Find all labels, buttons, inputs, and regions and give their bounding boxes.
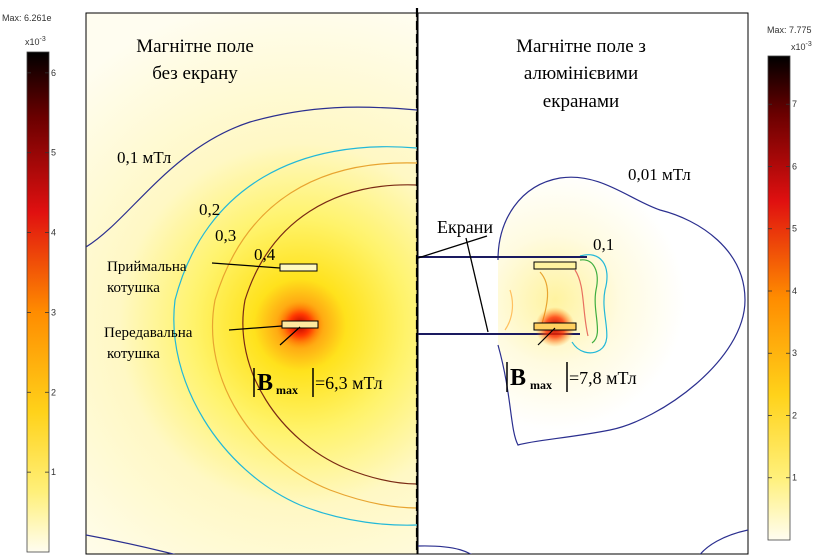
left-contour-label-0-3: 0,3 <box>215 226 236 245</box>
svg-text:=6,3 мТл: =6,3 мТл <box>315 373 383 393</box>
right-contour-0-01 <box>497 176 746 446</box>
right-title-line2: алюмінієвими <box>524 63 638 84</box>
right-colorbar: Max: 7.775 x10-3 7 6 5 4 3 2 1 <box>767 25 812 541</box>
receiving-coil-right <box>533 261 577 270</box>
left-contour-0-3 <box>211 162 417 509</box>
transmitting-coil-label-line2: котушка <box>107 346 160 362</box>
svg-text:B: B <box>257 370 273 396</box>
colorbar-tick-label: 4 <box>792 286 797 296</box>
left-colorbar-max-label: Max: 6.261e <box>2 13 52 23</box>
receiving-coil-label-line1: Приймальна <box>107 259 187 275</box>
right-panel-aluminium-screens: Магнітне поле з алюмінієвими екранами 0,… <box>417 12 749 555</box>
colorbar-tick-label: 7 <box>792 99 797 109</box>
receiving-coil-left <box>279 263 318 272</box>
right-contour-green <box>579 259 599 344</box>
transmitting-coil-right <box>533 322 577 331</box>
left-colorbar-gradient <box>26 51 50 553</box>
colorbar-tick-label: 6 <box>51 68 56 78</box>
right-colorbar-exponent: x10-3 <box>791 41 812 52</box>
right-contour-label-0-01: 0,01 мТл <box>628 165 691 184</box>
svg-text:B: B <box>510 365 526 391</box>
left-bmax-label: B max =6,3 мТл <box>253 368 383 397</box>
left-title-line2: без екрану <box>152 63 238 84</box>
colorbar-tick-label: 2 <box>51 387 56 397</box>
right-contour-bottom-right <box>699 529 748 554</box>
right-contour-orange-inner <box>504 289 514 331</box>
receiving-coil-leader <box>211 262 281 269</box>
colorbar-tick-label: 1 <box>51 467 56 477</box>
colorbar-tick-label: 4 <box>51 228 56 238</box>
right-contour-label-0-1: 0,1 <box>593 235 614 254</box>
transmitting-coil-leader <box>228 325 283 331</box>
left-contour-0-2 <box>173 146 417 526</box>
left-contour-label-0-1: 0,1 мТл <box>117 148 172 167</box>
colorbar-tick-label: 6 <box>792 161 797 171</box>
left-contour-0-4 <box>242 184 417 485</box>
right-contour-0-1 <box>571 254 608 354</box>
left-title-line1: Магнітне поле <box>136 36 254 57</box>
right-colorbar-gradient <box>767 55 791 541</box>
right-colorbar-ticks: 7 6 5 4 3 2 1 <box>768 99 797 483</box>
left-contour-label-0-4: 0,4 <box>254 245 276 264</box>
right-bmax-label: B max =7,8 мТл <box>506 362 637 392</box>
bmax-leader-right <box>537 327 556 346</box>
left-contour-label-0-2: 0,2 <box>199 200 220 219</box>
right-colorbar-max-label: Max: 7.775 <box>767 25 812 35</box>
colorbar-tick-label: 1 <box>792 473 797 483</box>
screens-label: Екрани <box>437 217 493 237</box>
svg-text:max: max <box>530 378 552 392</box>
svg-text:max: max <box>276 383 298 397</box>
left-colorbar: Max: 6.261e x10-3 6 5 4 3 2 1 <box>2 13 56 553</box>
screens-leader-lower <box>465 237 489 333</box>
transmitting-coil-left <box>281 320 319 329</box>
colorbar-tick-label: 2 <box>792 410 797 420</box>
left-colorbar-exponent: x10-3 <box>25 36 46 47</box>
bmax-leader-left <box>279 326 301 346</box>
transmitting-coil-label-line1: Передавальна <box>104 325 193 341</box>
colorbar-tick-label: 3 <box>792 348 797 358</box>
left-contour-bottom <box>86 534 176 554</box>
svg-text:=7,8 мТл: =7,8 мТл <box>569 368 637 388</box>
right-contour-bottom-left <box>418 545 472 554</box>
right-title-line3: екранами <box>543 91 619 112</box>
right-contour-red <box>574 269 589 337</box>
screens-leader-upper <box>417 235 488 259</box>
receiving-coil-label-line2: котушка <box>107 280 160 296</box>
left-contour-0-1 <box>86 106 417 248</box>
colorbar-tick-label: 3 <box>51 307 56 317</box>
right-title-line1: Магнітне поле з <box>516 36 646 57</box>
left-colorbar-ticks: 6 5 4 3 2 1 <box>27 68 56 477</box>
colorbar-tick-label: 5 <box>51 148 56 158</box>
left-panel-no-screen: Магнітне поле без екрану 0,1 мТл 0,2 0,3… <box>85 12 418 555</box>
colorbar-tick-label: 5 <box>792 224 797 234</box>
